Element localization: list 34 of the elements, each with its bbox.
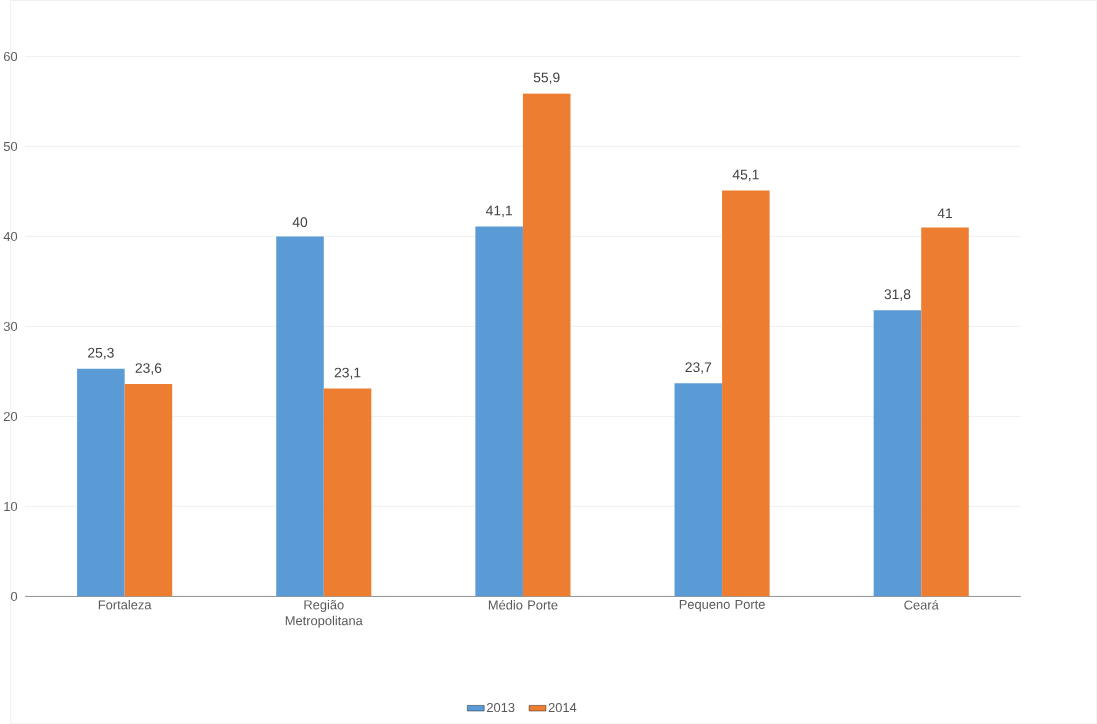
data-label: 41,1 [485, 205, 512, 218]
data-label: 25,3 [88, 347, 114, 360]
bar [475, 226, 523, 597]
y-tick-label: 50 [3, 141, 18, 151]
bar [873, 310, 922, 597]
y-tick-label: 40 [3, 231, 18, 241]
data-label: 55,9 [533, 72, 560, 84]
data-label: 31,8 [884, 289, 911, 301]
bar [921, 227, 969, 597]
data-label: 45,1 [732, 169, 759, 182]
data-label: 23,6 [135, 363, 162, 375]
x-tick-label: Pequeno Porte [679, 599, 765, 612]
x-tick-label: Médio Porte [488, 599, 558, 610]
legend-label: 2014 [548, 702, 577, 712]
bar [323, 388, 372, 597]
bar [674, 383, 723, 597]
bar [77, 368, 125, 597]
bar [722, 190, 770, 597]
data-label: 23,7 [685, 362, 712, 374]
data-label: 41 [937, 208, 953, 218]
y-tick-label: 0 [10, 591, 18, 601]
x-tick-label: Fortaleza [98, 599, 152, 610]
x-tick-label: Região Metropolitana [285, 599, 363, 628]
data-label: 23,1 [334, 367, 361, 380]
y-tick-label: 10 [4, 501, 18, 511]
x-tick-label: Ceará [904, 599, 939, 610]
y-tick-label: 30 [3, 321, 18, 331]
bar [124, 383, 173, 597]
bar [276, 236, 324, 597]
bar [522, 93, 571, 597]
y-tick-label: 60 [3, 51, 18, 61]
legend-label: 2013 [487, 702, 515, 712]
data-label: 40 [292, 217, 308, 227]
y-tick-label: 20 [3, 411, 18, 421]
